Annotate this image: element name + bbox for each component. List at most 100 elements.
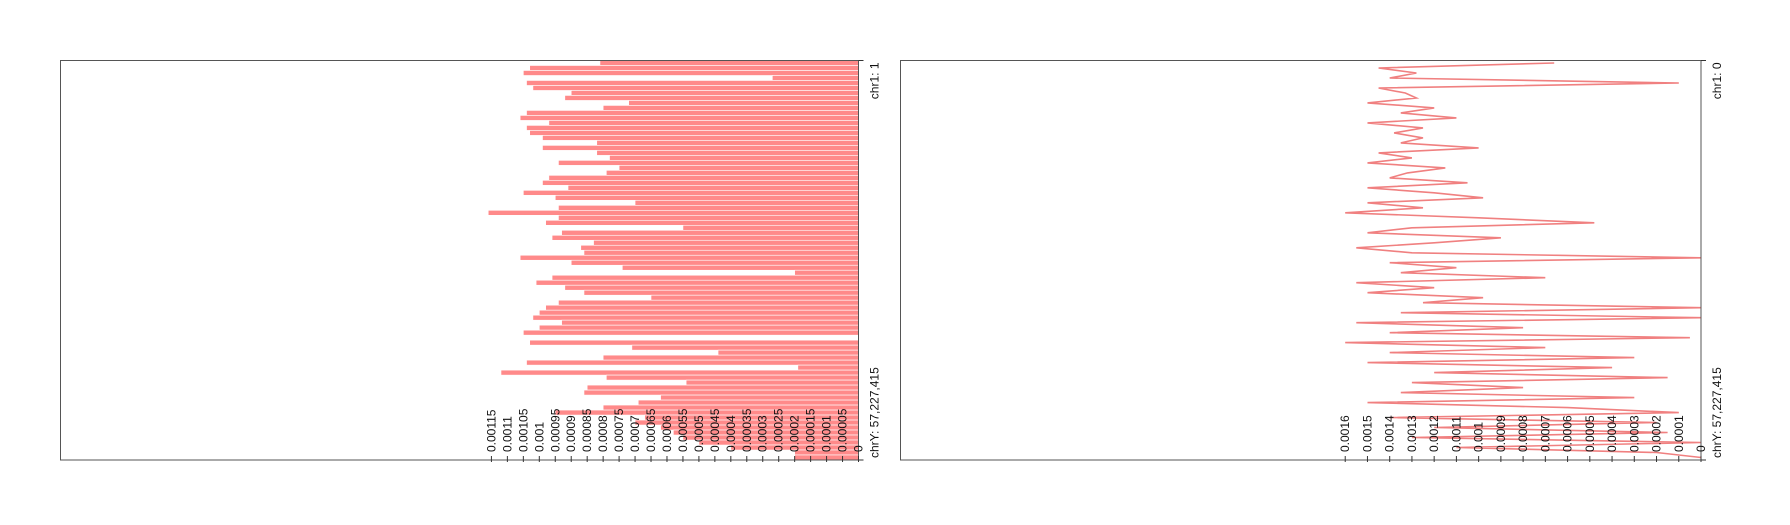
panel-frame [900, 60, 1702, 461]
bar [558, 205, 859, 211]
x-tick-label: 0.00115 [484, 409, 498, 452]
bar [542, 135, 859, 141]
x-tick-label: 0.0002 [1650, 415, 1664, 452]
x-tick-label: 0.00025 [772, 408, 786, 452]
x-tick-label: 0.0008 [1516, 415, 1530, 452]
bar [500, 369, 859, 376]
x-tick-label: 0.0008 [596, 415, 610, 452]
bar [570, 90, 859, 96]
bar [535, 279, 859, 286]
bar [529, 130, 859, 136]
y-tick-label: chr1: 0 [1710, 62, 1724, 99]
bar [551, 274, 859, 281]
bar [545, 220, 859, 226]
bar [602, 354, 859, 361]
bar [532, 85, 859, 91]
bar [634, 200, 859, 206]
x-tick-label: 0.0011 [1449, 416, 1463, 452]
x-tick-label: 0.00065 [644, 408, 658, 452]
x-tick-label: 0.0005 [692, 415, 706, 452]
x-tick-label: 0.00105 [516, 408, 530, 452]
bar [567, 185, 859, 191]
x-tick-label: 0.0003 [756, 415, 770, 452]
bar [526, 125, 859, 131]
bar [583, 289, 859, 296]
bar [523, 70, 859, 76]
bar [564, 284, 859, 291]
bar [538, 309, 859, 316]
bar [558, 160, 859, 166]
bar [637, 399, 859, 406]
bar [554, 195, 859, 201]
bar [558, 299, 859, 306]
bar [631, 344, 859, 351]
x-tick-label: 0.00005 [836, 408, 850, 452]
x-tick-label: 0.0002 [788, 415, 802, 452]
bar [487, 210, 859, 216]
bar [529, 339, 859, 346]
x-tick-label: 0.001 [532, 422, 546, 452]
bar [618, 165, 859, 171]
x-tick-label: 0.0007 [628, 415, 642, 452]
bar [583, 389, 859, 396]
bar [599, 60, 859, 66]
x-tick-label: 0.0006 [660, 415, 674, 452]
x-tick-label: 0.0014 [1383, 415, 1397, 452]
y-tick-label: chr1: 1 [868, 62, 882, 99]
bar [561, 319, 859, 326]
bar [606, 170, 859, 176]
x-tick-label: 0.00055 [676, 408, 690, 452]
x-tick-label: 0.00035 [740, 408, 754, 452]
y-tick-label: chrY: 57,227,415 [1710, 367, 1724, 458]
bar [526, 80, 859, 86]
bar [621, 264, 859, 271]
bar [519, 254, 859, 261]
x-tick-label: 0.0016 [1338, 415, 1352, 452]
bar [602, 404, 859, 411]
x-tick-label: 0.0009 [564, 415, 578, 452]
x-tick-label: 0 [1694, 445, 1708, 452]
x-tick-label: 0.00015 [804, 408, 818, 452]
bar [772, 75, 859, 81]
bar [586, 384, 859, 391]
bar [583, 249, 859, 256]
bar [538, 324, 859, 331]
x-tick-label: 0.001 [1472, 422, 1486, 452]
bar [797, 364, 859, 371]
x-tick-label: 0 [852, 445, 866, 452]
x-tick-label: 0.0003 [1627, 415, 1641, 452]
bar [526, 110, 859, 116]
bar [542, 145, 859, 151]
panel-frame [60, 60, 859, 461]
x-tick-label: 0.0005 [1583, 415, 1597, 452]
bar [580, 244, 859, 251]
y-tick-label: chrY: 57,227,415 [868, 367, 882, 458]
x-tick-label: 0.00095 [548, 408, 562, 452]
bar [609, 155, 859, 161]
bar [717, 349, 859, 356]
x-tick-label: 0.0009 [1494, 415, 1508, 452]
bar [682, 224, 859, 231]
bar [660, 394, 859, 401]
bar [593, 239, 859, 246]
bar [685, 379, 859, 386]
bar [564, 95, 859, 101]
bar [548, 120, 859, 126]
x-tick-label: 0.00085 [580, 408, 594, 452]
x-tick-label: 0.0011 [500, 416, 514, 452]
bar [794, 269, 859, 276]
line [1345, 62, 1702, 459]
bar [532, 314, 859, 321]
bar [526, 359, 859, 366]
x-tick-label: 0.0007 [1538, 415, 1552, 452]
x-tick-label: 0.0015 [1360, 415, 1374, 452]
x-tick-label: 0.0012 [1427, 415, 1441, 452]
x-tick-label: 0.0013 [1405, 415, 1419, 452]
bar [628, 100, 859, 106]
bar [523, 190, 859, 196]
bar [596, 140, 859, 146]
bar [545, 304, 859, 311]
bar [602, 105, 859, 111]
bar [561, 229, 859, 236]
